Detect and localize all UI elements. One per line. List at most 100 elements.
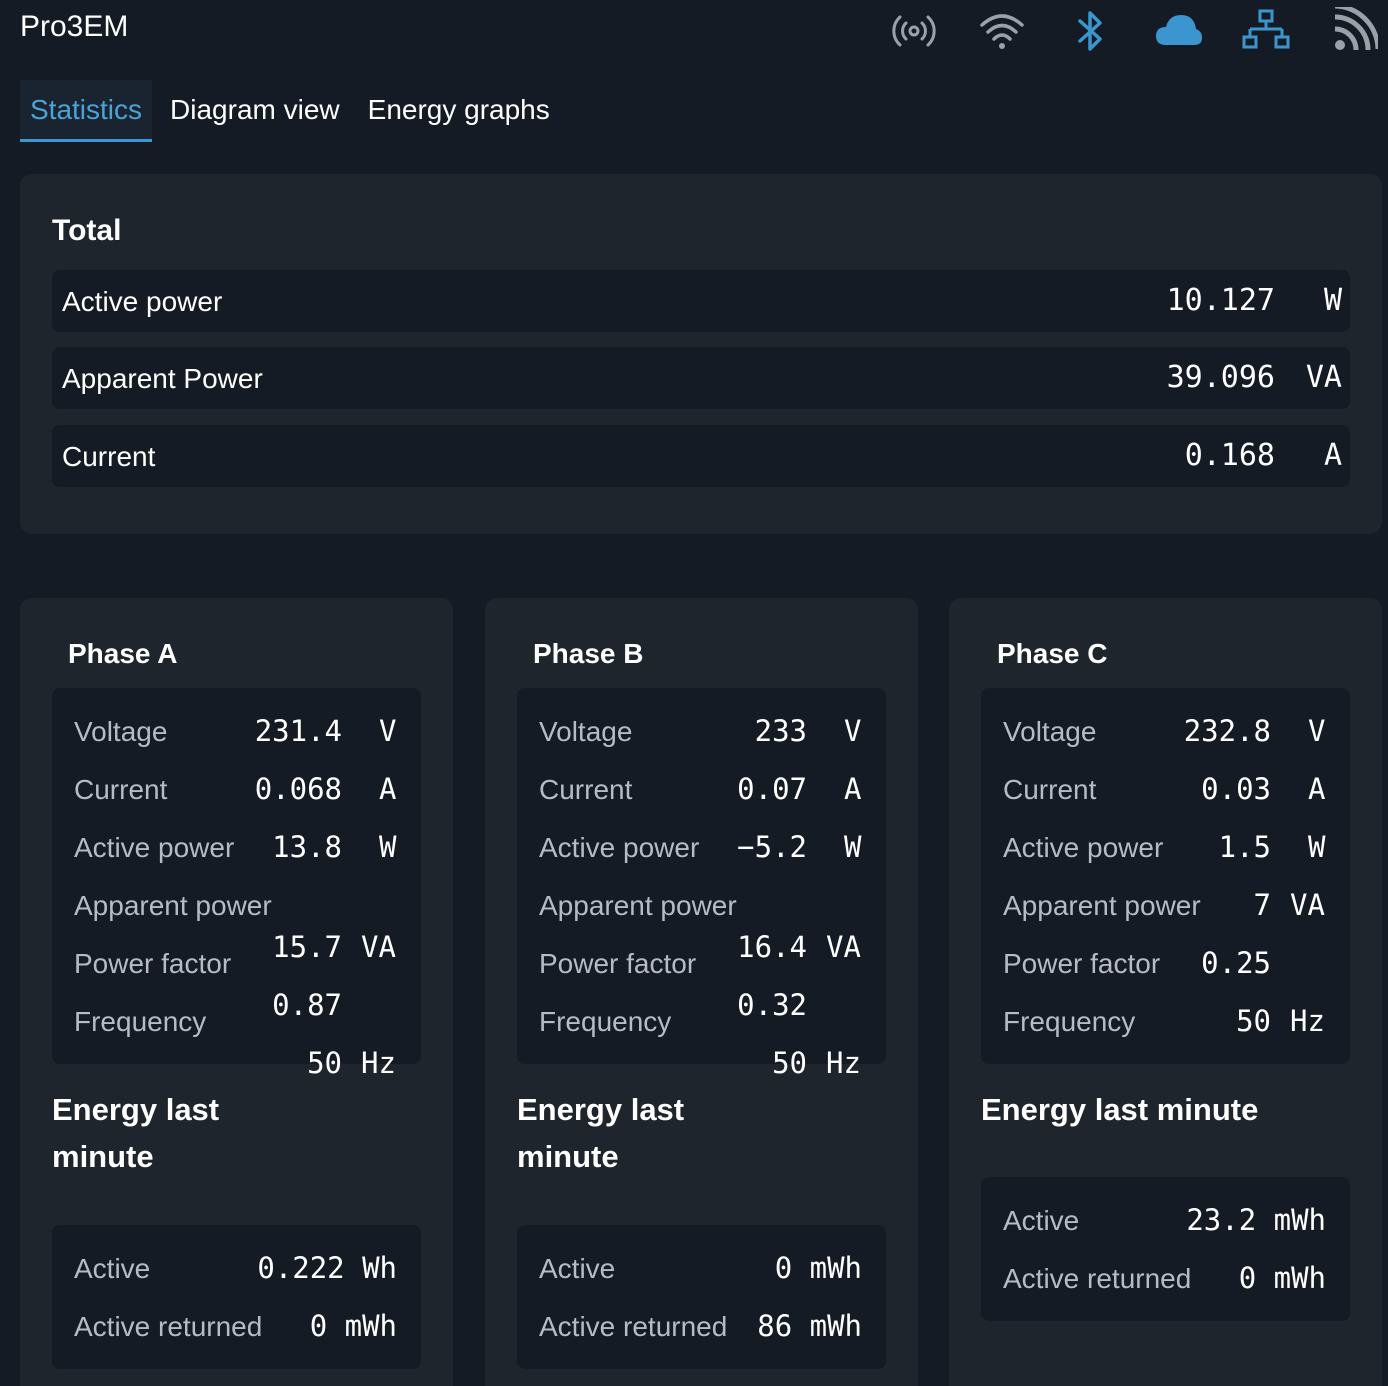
wifi-icon[interactable] <box>976 7 1028 55</box>
total-row-label: Apparent Power <box>62 363 263 394</box>
apparent-power-label: Apparent power <box>539 890 737 921</box>
tab-bar: Statistics Diagram view Energy graphs <box>20 80 568 142</box>
total-row-unit: VA <box>1305 360 1342 395</box>
active-power-label: Active power <box>539 832 700 863</box>
frequency-value: 50 <box>307 1046 342 1080</box>
energy-last-minute-title: Energy last minute <box>517 1092 685 1174</box>
active-power-value: −5.2 <box>737 830 807 864</box>
active-power-unit: W <box>379 830 397 864</box>
current-unit: A <box>379 772 397 806</box>
phase-stats-box: Voltage Current Active power Apparent po… <box>981 688 1350 1064</box>
apparent-power-value: 7 <box>1253 888 1271 922</box>
phase-stats-box: Voltage Current Active power Apparent po… <box>517 688 886 1080</box>
active-power-label: Active power <box>1003 832 1164 863</box>
power-factor-value: 0.25 <box>1201 946 1271 980</box>
energy-returned-value: 0 mWh <box>309 1309 397 1343</box>
total-row-value: 10.127 <box>1166 283 1275 318</box>
total-row-apparent-power: Apparent Power 39.096 VA <box>52 347 1350 409</box>
active-power-label: Active power <box>74 832 235 863</box>
current-label: Current <box>1003 774 1097 805</box>
frequency-unit: Hz <box>1290 1004 1325 1038</box>
power-factor-label: Power factor <box>539 948 697 979</box>
total-row-unit: W <box>1323 283 1342 318</box>
phase-title: Phase A <box>68 638 178 669</box>
power-factor-label: Power factor <box>74 948 232 979</box>
frequency-unit: Hz <box>826 1046 861 1080</box>
voltage-unit: V <box>379 714 397 748</box>
frequency-value: 50 <box>772 1046 807 1080</box>
radio-signal-icon[interactable] <box>888 7 940 55</box>
current-value: 0.068 <box>254 772 342 806</box>
app-title: Pro3EM <box>20 10 129 43</box>
current-unit: A <box>844 772 862 806</box>
current-value: 0.07 <box>737 772 807 806</box>
frequency-unit: Hz <box>361 1046 396 1080</box>
apparent-power-unit: VA <box>826 930 861 964</box>
energy-active-value: 0 mWh <box>774 1251 862 1285</box>
energy-box: Active 0 mWh Active returned 86 mWh <box>517 1225 886 1369</box>
active-power-value: 1.5 <box>1218 830 1271 864</box>
energy-active-value: 23.2 mWh <box>1186 1203 1326 1237</box>
tab-diagram-view[interactable]: Diagram view <box>170 94 340 125</box>
cloud-icon[interactable] <box>1152 7 1204 55</box>
apparent-power-unit: VA <box>1290 888 1325 922</box>
phase-title: Phase C <box>997 638 1108 669</box>
apparent-power-unit: VA <box>361 930 396 964</box>
total-row-current: Current 0.168 A <box>52 425 1350 487</box>
voltage-unit: V <box>844 714 862 748</box>
total-title: Total <box>52 214 122 247</box>
voltage-label: Voltage <box>74 716 168 747</box>
total-row-value: 0.168 <box>1184 438 1275 473</box>
frequency-label: Frequency <box>539 1006 672 1037</box>
rss-feed-icon[interactable] <box>1328 7 1380 55</box>
energy-returned-value: 86 mWh <box>757 1309 862 1343</box>
energy-active-label: Active <box>74 1253 151 1284</box>
phase-card-c: Phase C Voltage Current Active power App… <box>949 598 1382 1386</box>
apparent-power-label: Apparent power <box>74 890 272 921</box>
voltage-label: Voltage <box>1003 716 1097 747</box>
phase-stats-box: Voltage Current Active power Apparent po… <box>52 688 421 1080</box>
current-value: 0.03 <box>1201 772 1271 806</box>
voltage-label: Voltage <box>539 716 633 747</box>
frequency-label: Frequency <box>1003 1006 1136 1037</box>
bluetooth-icon[interactable] <box>1064 7 1116 55</box>
energy-active-value: 0.222 Wh <box>257 1251 397 1285</box>
energy-active-label: Active <box>1003 1205 1080 1236</box>
ethernet-network-icon[interactable] <box>1240 7 1292 55</box>
power-factor-value: 0.32 <box>737 988 807 1022</box>
frequency-value: 50 <box>1236 1004 1271 1038</box>
total-card: Total Active power 10.127 W Apparent Pow… <box>20 174 1382 534</box>
energy-last-minute-title: Energy last minute <box>52 1092 220 1174</box>
power-factor-value: 0.87 <box>272 988 342 1022</box>
tab-energy-graphs[interactable]: Energy graphs <box>367 94 550 125</box>
energy-returned-label: Active returned <box>74 1311 263 1342</box>
apparent-power-value: 15.7 <box>272 930 342 964</box>
power-factor-label: Power factor <box>1003 948 1161 979</box>
frequency-label: Frequency <box>74 1006 207 1037</box>
active-power-value: 13.8 <box>272 830 342 864</box>
voltage-unit: V <box>1308 714 1326 748</box>
energy-box: Active 0.222 Wh Active returned 0 mWh <box>52 1225 421 1369</box>
voltage-value: 231.4 <box>254 714 342 748</box>
energy-active-label: Active <box>539 1253 616 1284</box>
total-row-active-power: Active power 10.127 W <box>52 270 1350 332</box>
header-status-icons <box>852 6 1380 56</box>
voltage-value: 233 <box>754 714 807 748</box>
energy-box: Active 23.2 mWh Active returned 0 mWh <box>981 1177 1350 1321</box>
energy-returned-value: 0 mWh <box>1238 1261 1326 1295</box>
current-label: Current <box>74 774 168 805</box>
voltage-value: 232.8 <box>1183 714 1271 748</box>
energy-returned-label: Active returned <box>539 1311 728 1342</box>
apparent-power-label: Apparent power <box>1003 890 1201 921</box>
total-row-label: Current <box>62 441 156 472</box>
current-label: Current <box>539 774 633 805</box>
active-power-unit: W <box>844 830 862 864</box>
energy-last-minute-title: Energy last minute <box>981 1092 1259 1127</box>
total-row-unit: A <box>1323 438 1342 473</box>
total-row-label: Active power <box>62 286 223 317</box>
active-power-unit: W <box>1308 830 1326 864</box>
phase-card-b: Phase B Voltage Current Active power App… <box>485 598 918 1386</box>
total-row-value: 39.096 <box>1166 360 1275 395</box>
tab-statistics[interactable]: Statistics <box>20 80 153 142</box>
apparent-power-value: 16.4 <box>737 930 807 964</box>
